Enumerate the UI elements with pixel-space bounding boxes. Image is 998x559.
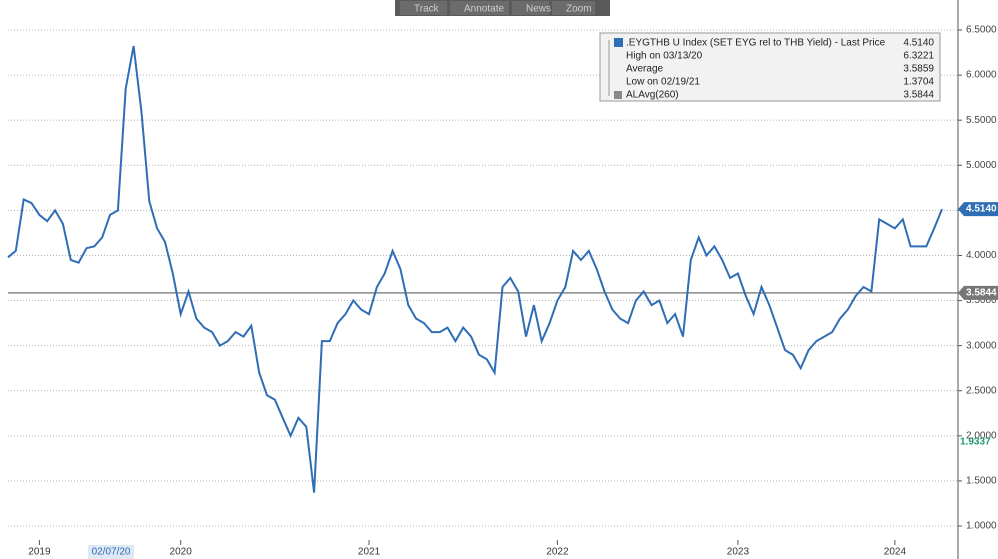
legend-swatch	[614, 91, 622, 99]
x-tick-label: 2019	[28, 547, 51, 558]
legend-box	[599, 32, 941, 102]
y-tick-label: 5.0000	[966, 160, 997, 171]
legend: .EYGTHB U Index (SET EYG rel to THB Yiel…	[599, 32, 941, 102]
badge	[958, 202, 998, 217]
y-tick-label: 4.0000	[966, 250, 997, 261]
legend-label: High on 03/13/20	[626, 51, 703, 62]
toolbar-label[interactable]: News	[526, 4, 551, 15]
toolbar-label[interactable]: Track	[414, 4, 440, 15]
cursor-date-box	[88, 545, 135, 559]
legend-value: 3.5859	[903, 64, 934, 75]
toolbar-button[interactable]	[450, 1, 509, 15]
x-tick-label: 2022	[546, 547, 569, 558]
y-tick-label: 2.5000	[966, 385, 997, 396]
x-tick-label: 2023	[727, 547, 750, 558]
cursor-date-label: 02/07/20	[92, 547, 131, 558]
legend-value: 1.3704	[903, 77, 934, 88]
badge-label: 4.5140	[966, 204, 997, 215]
legend-swatch	[614, 38, 623, 47]
legend-label: ALAvg(260)	[626, 90, 679, 101]
badge-label: 1.9337	[960, 436, 991, 447]
y-tick-label: 5.5000	[966, 115, 997, 126]
y-tick-label: 2.0000	[966, 430, 997, 441]
toolbar-button[interactable]	[400, 1, 447, 15]
y-tick-label: 3.5000	[966, 295, 997, 306]
legend-label: .EYGTHB U Index (SET EYG rel to THB Yiel…	[626, 38, 886, 49]
legend-value: 6.3221	[903, 51, 934, 62]
badge-label: 3.5844	[966, 288, 997, 299]
legend-value: 3.5844	[903, 90, 934, 101]
x-tick-label: 2020	[170, 547, 193, 558]
badge	[958, 285, 998, 300]
y-tick-label: 6.5000	[966, 25, 997, 36]
toolbar-label[interactable]: Annotate	[464, 4, 504, 15]
y-tick-label: 3.0000	[966, 340, 997, 351]
series-line	[7, 45, 943, 493]
y-tick-label: 1.5000	[966, 476, 997, 487]
legend-value: 4.5140	[903, 38, 934, 49]
legend-label: Low on 02/19/21	[626, 77, 700, 88]
y-tick-label: 6.0000	[966, 70, 997, 81]
y-tick-label: 1.0000	[966, 521, 997, 532]
toolbar-button[interactable]	[512, 1, 549, 15]
x-tick-label: 2024	[884, 547, 907, 558]
toolbar-button[interactable]	[552, 1, 595, 15]
x-tick-label: 2021	[358, 547, 381, 558]
toolbar-label[interactable]: Zoom	[566, 4, 592, 15]
legend-label: Average	[626, 64, 664, 75]
